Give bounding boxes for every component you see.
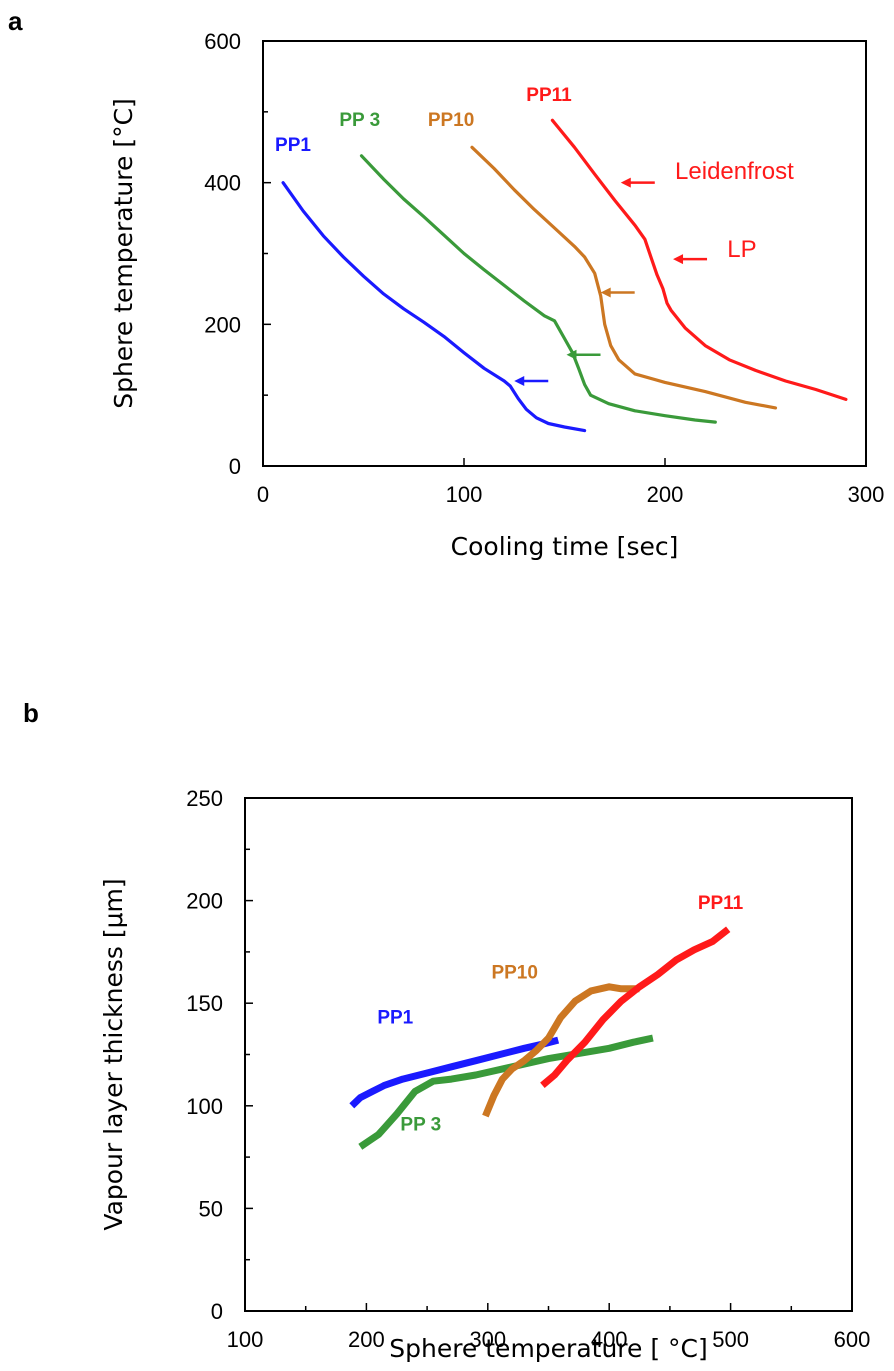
y-tick-label: 200 (204, 312, 241, 337)
y-axis-title: Vapour layer thickness [μm] (99, 878, 128, 1230)
arrow-head-icon (514, 376, 525, 386)
x-axis-title: Sphere temperature [ °C] (389, 1334, 708, 1363)
panel-letter-a: a (8, 6, 23, 36)
y-tick-label: 0 (211, 1299, 223, 1324)
plot-frame (244, 797, 853, 1312)
series-line-pp10 (482, 983, 640, 1118)
series-line-pp1 (281, 181, 587, 433)
y-axis-title: Sphere temperature [°C] (109, 98, 138, 409)
series-label: PP1 (275, 135, 311, 156)
x-tick-label: 400 (591, 1327, 628, 1352)
series-line-pp11 (540, 926, 731, 1088)
series-line-pp10 (470, 145, 778, 410)
y-tick-label: 150 (186, 991, 223, 1016)
series-label: PP 3 (339, 110, 380, 131)
series-line-pp3 (359, 154, 717, 424)
x-tick-label: 100 (446, 482, 483, 507)
y-tick-label: 50 (199, 1196, 223, 1221)
y-tick-label: 0 (229, 454, 241, 479)
y-tick-label: 250 (186, 786, 223, 811)
y-tick-label: 400 (204, 171, 241, 196)
x-tick-label: 300 (469, 1327, 506, 1352)
series-line-pp3 (358, 1034, 654, 1150)
arrow-head-icon (620, 177, 631, 188)
series-label: PP1 (377, 1008, 413, 1029)
chart-a-cooling-curves: 0 100 200 300 0 200 400 600 Cooling time [sec] Sp… (109, 29, 884, 561)
x-tick-label: 500 (712, 1327, 749, 1352)
series-label: PP10 (428, 110, 474, 131)
series-label: PP11 (698, 893, 744, 914)
arrow-head-icon (600, 287, 611, 298)
x-tick-label: 100 (227, 1327, 264, 1352)
series-label: PP10 (491, 963, 537, 984)
series-line-pp1 (349, 1036, 560, 1109)
x-tick-label: 600 (834, 1327, 871, 1352)
series-label: PP 3 (400, 1114, 441, 1135)
series-label: PP11 (526, 85, 572, 106)
panel-letter-b: b (23, 698, 39, 728)
x-axis-title: Cooling time [sec] (451, 532, 679, 561)
arrow-head-icon (566, 349, 577, 360)
y-tick-label: 100 (186, 1094, 223, 1119)
series-line-pp11 (550, 118, 848, 401)
y-tick-label: 600 (204, 29, 241, 54)
arrow-head-icon (673, 254, 684, 265)
x-tick-label: 300 (848, 482, 885, 507)
x-tick-label: 0 (257, 482, 269, 507)
annotation-label: Leidenfrost (675, 158, 794, 185)
y-tick-label: 200 (186, 889, 223, 914)
x-tick-label: 200 (647, 482, 684, 507)
annotation-label: LP (727, 236, 756, 263)
chart-b-vapour-layer-thickness: 100 200 300 400 500 600 0 50 100 150 200 250 Sphere … (99, 786, 870, 1363)
x-tick-label: 200 (348, 1327, 385, 1352)
